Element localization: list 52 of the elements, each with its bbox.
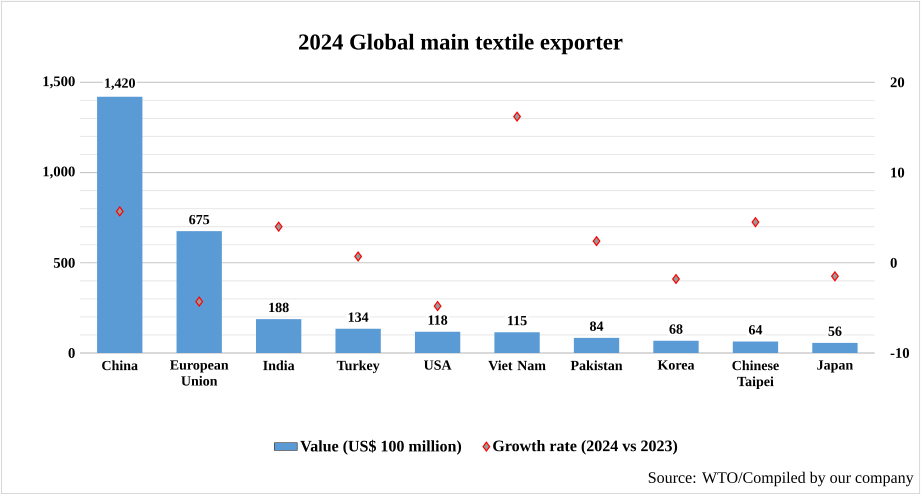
bar	[414, 332, 460, 353]
data-label: 68	[669, 324, 683, 334]
data-label: 675	[189, 214, 210, 224]
data-label: 56	[828, 326, 842, 336]
bar	[732, 341, 778, 353]
point	[513, 112, 521, 122]
chart-title: 2024 Global main textile exporter	[299, 34, 622, 54]
y-tick-label: 0	[68, 348, 75, 358]
data-label: 134	[348, 312, 368, 322]
x-tick-label: India	[263, 360, 294, 370]
x-tick-label: China	[102, 360, 138, 370]
point	[831, 271, 839, 282]
data-label: 84	[590, 321, 604, 331]
x-tick-label: Chinese Taipei	[732, 360, 779, 390]
bar	[335, 328, 381, 353]
legend-label: Growth rate (2024 vs 2023)	[493, 440, 678, 455]
data-label: 188	[269, 302, 289, 312]
y2-tick-label: 0	[890, 258, 897, 268]
x-tick-label: Korea	[658, 360, 694, 370]
bar	[653, 340, 699, 353]
point	[672, 274, 680, 284]
x-tick-label: Japan	[817, 360, 853, 372]
data-label: 1,420	[105, 78, 135, 90]
x-tick-label: USA	[424, 360, 452, 370]
y2-tick-label: 10	[891, 168, 904, 178]
point	[116, 206, 124, 216]
data-label: 115	[508, 316, 527, 326]
y-tick-label: 1,000	[43, 166, 75, 179]
point	[195, 296, 204, 307]
bar	[176, 231, 222, 353]
bar	[494, 332, 540, 353]
point	[434, 301, 442, 312]
x-tick-label: Viet Nam	[488, 360, 546, 370]
data-label: 118	[428, 315, 448, 325]
point	[354, 251, 362, 262]
point	[274, 222, 283, 232]
point	[592, 236, 600, 246]
bar	[256, 319, 302, 353]
y2-tick-label: 20	[890, 77, 904, 88]
x-tick-label: Pakistan	[570, 360, 622, 370]
bar	[97, 96, 142, 353]
bar	[812, 342, 858, 353]
y-tick-label: 500	[54, 258, 75, 268]
x-tick-label: Turkey	[336, 360, 380, 374]
source-note: Source: WTO/Compiled by our company	[648, 472, 914, 486]
data-label: 64	[748, 325, 762, 335]
point	[752, 217, 760, 228]
bar	[574, 338, 620, 353]
legend-label: Value (US$ 100 million)	[300, 440, 462, 455]
y-tick-label: 1,500	[43, 76, 75, 88]
x-tick-label: European Union	[170, 360, 228, 386]
y2-tick-label: -10	[890, 348, 910, 358]
